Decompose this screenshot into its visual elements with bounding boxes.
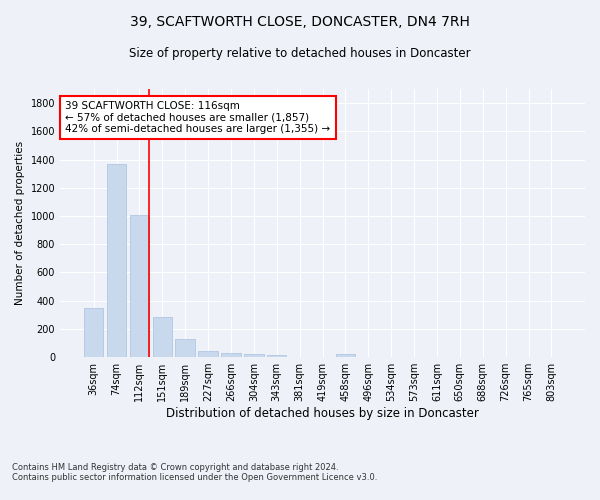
- Bar: [175, 340, 195, 357]
- Text: 39, SCAFTWORTH CLOSE, DONCASTER, DN4 7RH: 39, SCAFTWORTH CLOSE, DONCASTER, DN4 7RH: [130, 15, 470, 29]
- Bar: [84, 308, 103, 357]
- Text: Contains HM Land Registry data © Crown copyright and database right 2024.: Contains HM Land Registry data © Crown c…: [12, 464, 338, 472]
- Bar: [107, 164, 126, 357]
- Bar: [267, 355, 286, 357]
- Bar: [221, 352, 241, 357]
- Bar: [199, 351, 218, 357]
- Bar: [244, 354, 263, 357]
- Bar: [152, 317, 172, 357]
- Text: Contains public sector information licensed under the Open Government Licence v3: Contains public sector information licen…: [12, 474, 377, 482]
- X-axis label: Distribution of detached houses by size in Doncaster: Distribution of detached houses by size …: [166, 407, 479, 420]
- Bar: [335, 354, 355, 357]
- Y-axis label: Number of detached properties: Number of detached properties: [15, 141, 25, 305]
- Bar: [130, 214, 149, 357]
- Text: Size of property relative to detached houses in Doncaster: Size of property relative to detached ho…: [129, 48, 471, 60]
- Text: 39 SCAFTWORTH CLOSE: 116sqm
← 57% of detached houses are smaller (1,857)
42% of : 39 SCAFTWORTH CLOSE: 116sqm ← 57% of det…: [65, 101, 331, 134]
